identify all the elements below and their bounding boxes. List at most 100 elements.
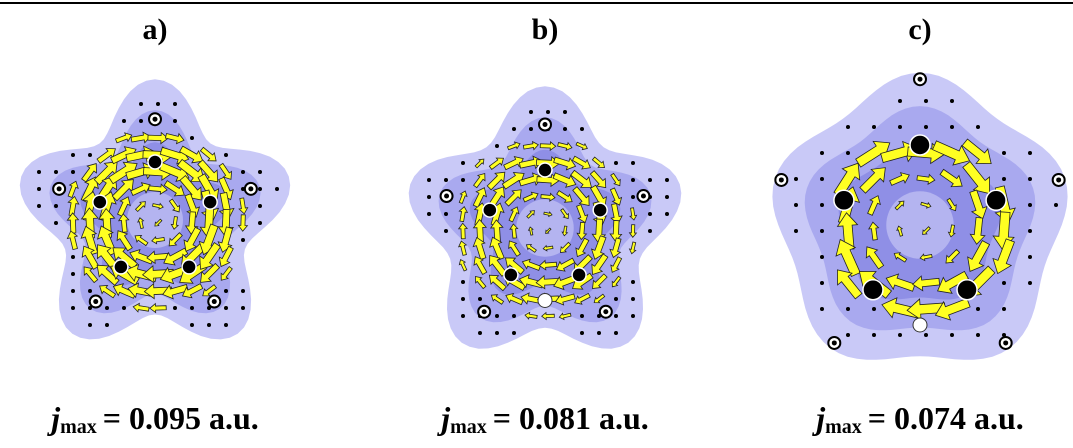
- atom: [986, 190, 1006, 210]
- outer-atom-core: [779, 177, 784, 182]
- grid-dot: [631, 314, 635, 318]
- grid-dot: [71, 153, 75, 157]
- grid-dot: [512, 314, 516, 318]
- grid-dot: [258, 170, 262, 174]
- grid-dot: [820, 151, 824, 155]
- grid-dot: [88, 323, 92, 327]
- figure-canvas: a)jmax= 0.095 a.u.b)jmax= 0.081 a.u.c)jm…: [0, 0, 1073, 448]
- grid-dot: [950, 99, 954, 103]
- grid-dot: [846, 151, 850, 155]
- grid-dot: [872, 307, 876, 311]
- grid-dot: [71, 255, 75, 259]
- grid-dot: [241, 170, 245, 174]
- grid-dot: [794, 229, 798, 233]
- atom: [114, 260, 128, 274]
- grid-dot: [258, 187, 262, 191]
- grid-dot: [173, 306, 177, 310]
- grid-dot: [1028, 151, 1032, 155]
- grid-dot: [512, 127, 516, 131]
- atom: [538, 163, 552, 177]
- caption-value: = 0.081 a.u.: [493, 400, 649, 436]
- grid-dot: [580, 314, 584, 318]
- grid-dot: [898, 99, 902, 103]
- grid-dot: [207, 323, 211, 327]
- grid-dot: [820, 177, 824, 181]
- grid-dot: [563, 110, 567, 114]
- grid-dot: [1028, 255, 1032, 259]
- grid-dot: [241, 238, 245, 242]
- grid-dot: [444, 229, 448, 233]
- white-atom: [538, 294, 552, 308]
- grid-dot: [648, 212, 652, 216]
- grid-dot: [71, 289, 75, 293]
- grid-dot: [614, 161, 618, 165]
- atom: [572, 268, 586, 282]
- panel-label: c): [908, 13, 931, 46]
- grid-dot: [241, 306, 245, 310]
- grid-dot: [37, 170, 41, 174]
- grid-dot: [820, 229, 824, 233]
- caption-subscript: max: [825, 416, 862, 438]
- grid-dot: [54, 204, 58, 208]
- outer-atom-core: [482, 309, 487, 314]
- grid-dot: [122, 306, 126, 310]
- grid-dot: [898, 125, 902, 129]
- grid-dot: [614, 297, 618, 301]
- grid-dot: [173, 102, 177, 106]
- caption: jmax= 0.081 a.u.: [436, 400, 649, 437]
- grid-dot: [427, 212, 431, 216]
- current-density-map: [20, 79, 290, 339]
- grid-dot: [648, 178, 652, 182]
- grid-dot: [794, 177, 798, 181]
- grid-dot: [224, 289, 228, 293]
- atom: [593, 203, 607, 217]
- grid-dot: [1002, 307, 1006, 311]
- grid-dot: [924, 333, 928, 337]
- grid-dot: [631, 297, 635, 301]
- grid-dot: [54, 221, 58, 225]
- grid-dot: [139, 102, 143, 106]
- grid-dot: [275, 187, 279, 191]
- atom: [203, 195, 217, 209]
- grid-dot: [794, 203, 798, 207]
- grid-dot: [665, 212, 669, 216]
- atom: [182, 260, 196, 274]
- grid-dot: [495, 144, 499, 148]
- grid-dot: [88, 153, 92, 157]
- outer-atom-core: [212, 299, 217, 304]
- grid-dot: [950, 333, 954, 337]
- grid-dot: [1028, 203, 1032, 207]
- grid-dot: [614, 331, 618, 335]
- grid-dot: [461, 161, 465, 165]
- outer-atom-core: [57, 186, 62, 191]
- grid-dot: [872, 125, 876, 129]
- caption-value: = 0.095 a.u.: [103, 400, 259, 436]
- grid-dot: [976, 125, 980, 129]
- grid-dot: [631, 178, 635, 182]
- grid-dot: [461, 178, 465, 182]
- grid-dot: [461, 280, 465, 284]
- grid-dot: [614, 314, 618, 318]
- grid-dot: [648, 229, 652, 233]
- atom: [910, 135, 930, 155]
- grid-dot: [529, 110, 533, 114]
- grid-dot: [88, 289, 92, 293]
- grid-dot: [512, 331, 516, 335]
- grid-dot: [580, 127, 584, 131]
- grid-dot: [976, 307, 980, 311]
- outer-atom-core: [1056, 177, 1061, 182]
- panel-label: b): [532, 13, 559, 46]
- grid-dot: [563, 127, 567, 131]
- grid-dot: [427, 195, 431, 199]
- grid-dot: [597, 331, 601, 335]
- caption: jmax= 0.095 a.u.: [46, 400, 259, 437]
- grid-dot: [924, 125, 928, 129]
- grid-dot: [461, 314, 465, 318]
- caption-symbol: j: [436, 400, 450, 436]
- grid-dot: [224, 323, 228, 327]
- grid-dot: [1002, 177, 1006, 181]
- grid-dot: [190, 323, 194, 327]
- grid-dot: [71, 306, 75, 310]
- grid-dot: [156, 102, 160, 106]
- grid-dot: [224, 153, 228, 157]
